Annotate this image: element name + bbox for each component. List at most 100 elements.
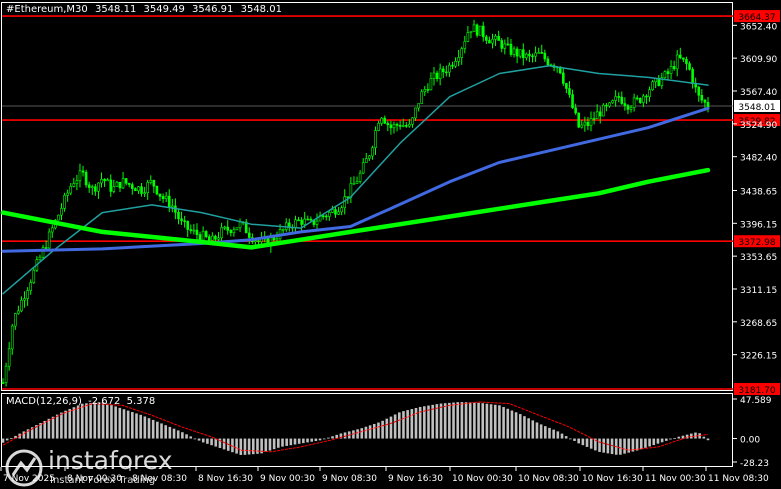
candle-body [586, 121, 590, 126]
candle-body [63, 195, 66, 209]
macd-histogram-bar [43, 420, 47, 439]
candle-body [164, 195, 168, 200]
level-tag [734, 10, 780, 23]
macd-histogram-bar [281, 438, 284, 447]
macd-histogram-bar [122, 409, 126, 439]
candle-body [374, 130, 377, 148]
candle-body [192, 229, 196, 232]
macd-signal-value: 5.378 [126, 396, 156, 407]
macd-histogram-bar [656, 438, 660, 444]
level-tag [734, 235, 780, 248]
macd-histogram-bar [477, 402, 480, 439]
candle-body [371, 147, 374, 157]
candle-body [244, 221, 248, 234]
time-tick-label: 10 Nov 16:30 [582, 474, 643, 484]
candle-body [75, 180, 79, 184]
candle-body [420, 91, 423, 104]
candle-body [611, 100, 614, 104]
candle-body [180, 218, 183, 222]
candle-body [189, 229, 193, 231]
macd-histogram-bar [535, 422, 539, 439]
macd-histogram-bar [76, 405, 80, 439]
candle-body [121, 178, 125, 189]
candle-body [214, 235, 217, 240]
candle-body [623, 103, 627, 106]
candle-body [201, 231, 205, 241]
macd-histogram-bar [143, 416, 147, 439]
macd-histogram-bar [706, 438, 710, 441]
candle-body [608, 102, 611, 107]
macd-histogram-bar [685, 434, 689, 439]
candle-body [512, 48, 516, 55]
macd-histogram-bar [560, 433, 564, 439]
macd-histogram-bar [510, 410, 514, 439]
macd-header: MACD(12,26,9) -2.672 5.378 [6, 396, 158, 407]
candle-body [478, 25, 482, 36]
candle-body [432, 72, 436, 79]
macd-histogram-bar [268, 438, 272, 451]
macd-histogram-bar [39, 423, 42, 439]
macd-histogram-bar [372, 423, 376, 439]
main-panel-frame [1, 2, 733, 391]
candle-body [574, 107, 577, 114]
macd-histogram-bar [669, 438, 672, 440]
macd-histogram-bar [398, 412, 401, 439]
candle-body [87, 184, 91, 188]
candle-body [337, 211, 340, 215]
macd-histogram-bar [606, 438, 610, 454]
macd-tick-label: 47.589 [740, 396, 772, 406]
macd-histogram-bar [206, 438, 209, 444]
price-tick-label: 3524.90 [740, 121, 777, 131]
candle-body [254, 240, 257, 243]
candle-body [454, 61, 457, 67]
candle-body [392, 124, 396, 129]
candle-body [580, 124, 584, 128]
candle-body [23, 298, 26, 301]
macd-histogram-bar [322, 438, 326, 440]
candle-body [284, 222, 288, 230]
candle-body [60, 208, 63, 216]
macd-histogram-bar [197, 438, 201, 441]
price-tick-label: 3353.65 [740, 253, 777, 263]
candle-body [435, 72, 439, 79]
macd-histogram-bar [448, 402, 451, 439]
price-tick-label: 3438.65 [740, 187, 777, 197]
macd-histogram-bar [114, 406, 117, 439]
candle-body [346, 196, 350, 198]
candle-body [605, 104, 608, 107]
candle-body [697, 86, 701, 96]
candle-body [315, 220, 319, 225]
candle-body [602, 104, 605, 117]
macd-histogram-bar [231, 438, 234, 453]
candle-body [306, 218, 310, 221]
time-tick-label: 9 Nov 08:30 [322, 474, 377, 484]
macd-histogram-bar [35, 425, 38, 439]
macd-histogram-bar [277, 438, 280, 448]
macd-histogram-bar [648, 438, 651, 447]
candle-body [678, 54, 682, 59]
macd-histogram-bar [635, 438, 639, 451]
candle-body [223, 226, 226, 229]
candle-body [238, 221, 242, 229]
candle-body [195, 229, 199, 235]
candle-body [220, 227, 223, 239]
macd-histogram-bar [68, 408, 72, 439]
macd-histogram-bar [564, 436, 568, 439]
candle-body [448, 64, 451, 73]
candle-body [81, 170, 85, 173]
macd-histogram-bar [464, 402, 468, 439]
macd-histogram-bar [385, 418, 389, 439]
macd-tick-label: 0.00 [740, 436, 760, 446]
macd-histogram-bar [297, 438, 301, 444]
candle-body [361, 162, 365, 174]
macd-histogram-bar [506, 408, 510, 439]
candle-body [592, 118, 596, 120]
candle-body [583, 121, 587, 126]
candle-body [445, 71, 448, 74]
time-tick-label: 7 Nov 2025 [3, 474, 55, 484]
moving-averages [0, 65, 711, 295]
macd-histogram-bar [139, 414, 142, 439]
candle-body [685, 59, 688, 64]
macd-histogram-bar [443, 403, 447, 439]
